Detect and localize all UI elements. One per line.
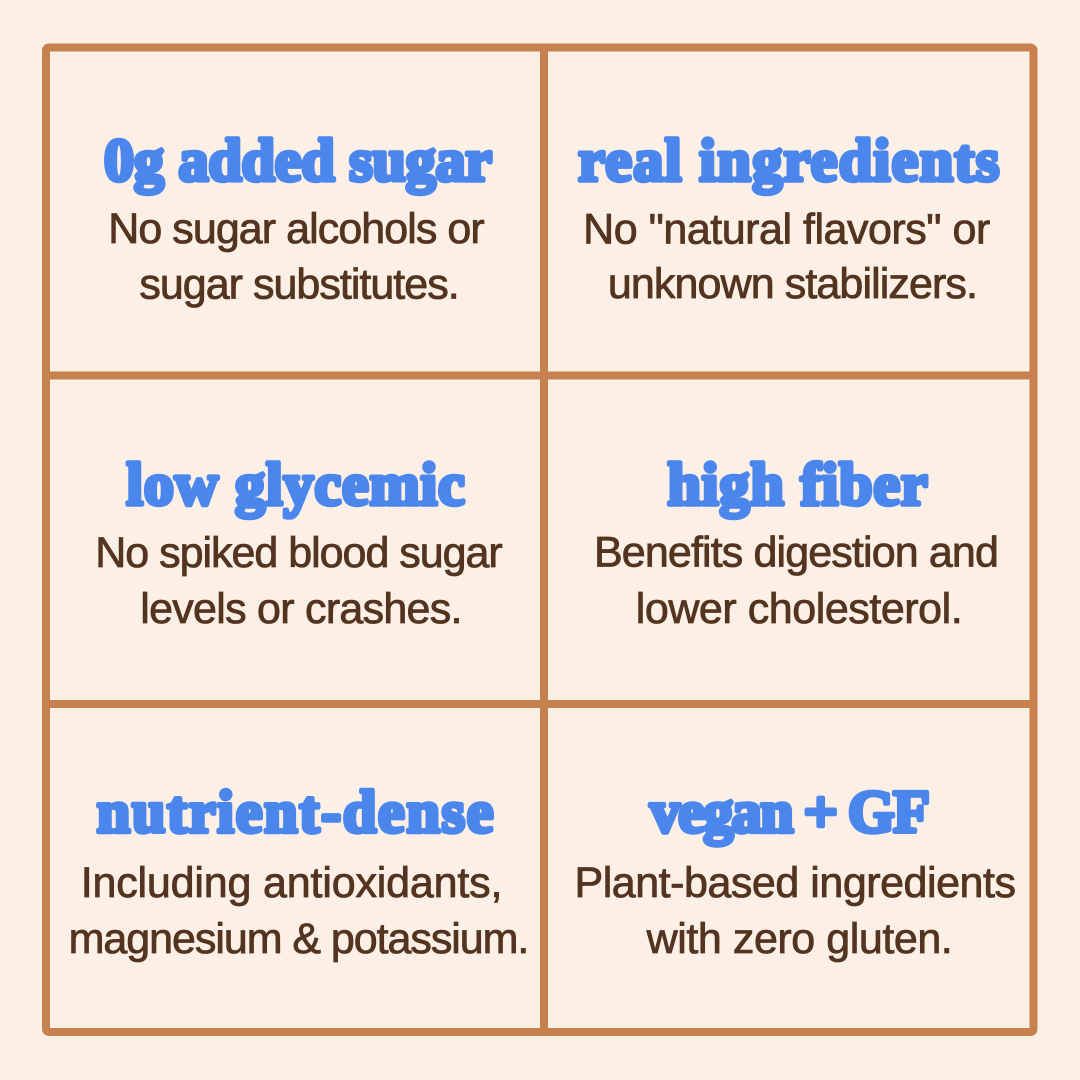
svg-text:low glycemic: low glycemic bbox=[126, 452, 465, 518]
svg-text:No spiked blood sugar: No spiked blood sugar bbox=[95, 529, 502, 577]
svg-text:Plant-based ingredients: Plant-based ingredients bbox=[575, 859, 1016, 907]
svg-text:lower cholesterol.: lower cholesterol. bbox=[636, 585, 963, 633]
svg-text:Including antioxidants,: Including antioxidants, bbox=[81, 859, 503, 907]
svg-text:nutrient-dense: nutrient-dense bbox=[97, 779, 495, 845]
svg-text:0g added sugar: 0g added sugar bbox=[104, 128, 492, 194]
svg-text:levels or crashes.: levels or crashes. bbox=[140, 585, 461, 633]
svg-text:sugar substitutes.: sugar substitutes. bbox=[139, 260, 458, 308]
svg-text:with zero gluten.: with zero gluten. bbox=[646, 915, 953, 963]
svg-text:Benefits digestion and: Benefits digestion and bbox=[594, 528, 998, 576]
svg-text:No sugar alcohols or: No sugar alcohols or bbox=[108, 205, 484, 253]
svg-text:high fiber: high fiber bbox=[668, 452, 929, 518]
svg-text:magnesium & potassium.: magnesium & potassium. bbox=[69, 915, 529, 963]
svg-text:No "natural flavors" or: No "natural flavors" or bbox=[583, 205, 990, 253]
svg-text:vegan + GF: vegan + GF bbox=[650, 779, 928, 845]
svg-text:unknown stabilizers.: unknown stabilizers. bbox=[608, 260, 977, 308]
svg-text:real ingredients: real ingredients bbox=[578, 128, 1000, 194]
